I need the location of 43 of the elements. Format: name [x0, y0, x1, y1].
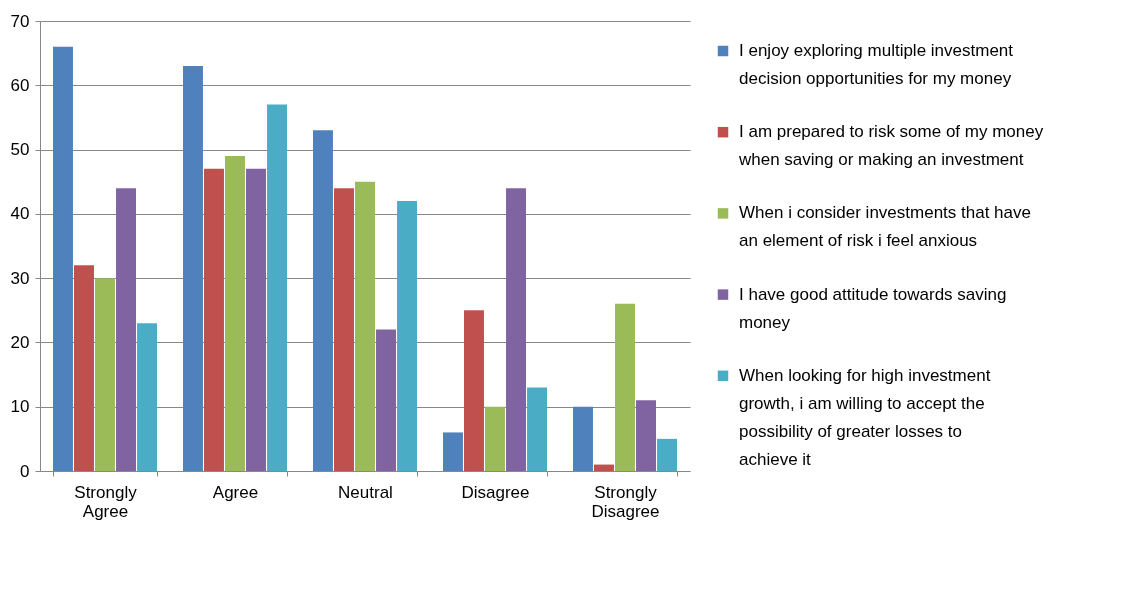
y-tick-label: 20: [10, 332, 30, 352]
bar: [116, 188, 136, 471]
bar: [573, 406, 593, 471]
bar: [506, 188, 526, 471]
y-tick-label: 70: [10, 11, 30, 31]
legend-label: When i consider investments that have an element of risk i feel anxious: [739, 203, 1031, 251]
bar: [95, 278, 115, 471]
bar: [485, 406, 505, 471]
bar: [246, 168, 266, 471]
y-tick-label: 60: [10, 75, 30, 95]
bar: [334, 188, 354, 471]
bar: [376, 329, 396, 471]
bar: [657, 438, 677, 471]
y-tick-label: 30: [10, 268, 30, 288]
bar: [636, 400, 656, 471]
legend-label: I am prepared to risk some of my money when saving or making an investment: [738, 122, 1044, 170]
bar: [225, 156, 245, 471]
x-tick-label: Neutral: [338, 482, 393, 502]
y-tick-label: 0: [20, 461, 30, 481]
bar: [594, 464, 614, 471]
bar: [53, 46, 73, 471]
legend-label: I enjoy exploring multiple investment decision opportunities for my money: [739, 41, 1014, 88]
x-tick-label: Strongly Agree: [74, 482, 138, 521]
x-tick-label: Disagree: [461, 482, 530, 502]
bar: [74, 265, 94, 471]
bar: [464, 310, 484, 471]
bar: [137, 323, 157, 471]
bar: [443, 432, 463, 471]
bar: [313, 130, 333, 471]
bar: [615, 303, 635, 471]
legend-label: I have good attitude towards saving money: [739, 284, 1007, 332]
y-tick-label: 10: [10, 397, 30, 417]
bar: [527, 387, 547, 471]
bar: [267, 104, 287, 471]
x-tick-label: Strongly Disagree: [591, 482, 660, 521]
legend-label: When looking for high investment growth, i am willing to accept the possibility of greater losses to achieve it: [739, 365, 991, 469]
bar: [204, 168, 224, 471]
bar: [397, 201, 417, 471]
x-tick-label: Agree: [212, 482, 259, 502]
bar: [183, 66, 203, 471]
y-tick-label: 50: [10, 140, 30, 160]
y-tick-label: 40: [10, 204, 30, 224]
bar: [355, 181, 375, 471]
